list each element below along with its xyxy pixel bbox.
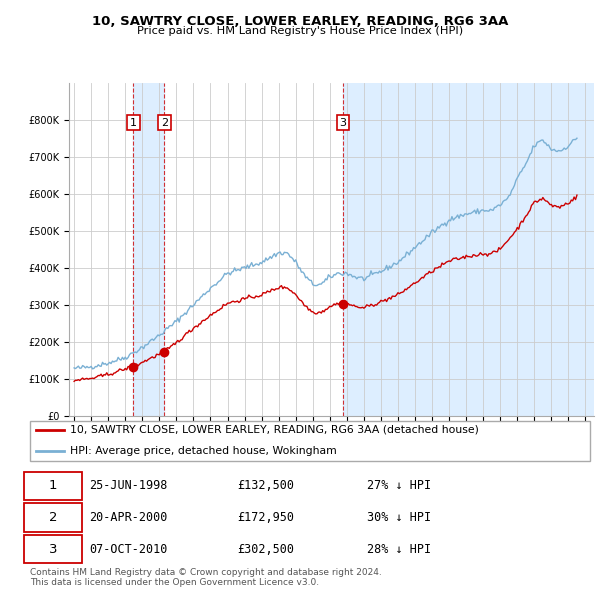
Text: 2: 2: [49, 511, 58, 524]
Text: 07-OCT-2010: 07-OCT-2010: [89, 543, 168, 556]
Text: 10, SAWTRY CLOSE, LOWER EARLEY, READING, RG6 3AA: 10, SAWTRY CLOSE, LOWER EARLEY, READING,…: [92, 15, 508, 28]
FancyBboxPatch shape: [24, 503, 82, 532]
Text: £302,500: £302,500: [237, 543, 294, 556]
Text: Price paid vs. HM Land Registry's House Price Index (HPI): Price paid vs. HM Land Registry's House …: [137, 26, 463, 36]
FancyBboxPatch shape: [24, 471, 82, 500]
Text: 1: 1: [130, 117, 137, 127]
Text: 3: 3: [49, 543, 58, 556]
Text: Contains HM Land Registry data © Crown copyright and database right 2024.
This d: Contains HM Land Registry data © Crown c…: [30, 568, 382, 587]
Text: £172,950: £172,950: [237, 511, 294, 524]
Text: 30% ↓ HPI: 30% ↓ HPI: [367, 511, 431, 524]
Text: HPI: Average price, detached house, Wokingham: HPI: Average price, detached house, Woki…: [70, 446, 336, 455]
Bar: [343, 83, 594, 416]
FancyBboxPatch shape: [24, 535, 82, 563]
Text: £132,500: £132,500: [237, 479, 294, 492]
Text: 25-JUN-1998: 25-JUN-1998: [89, 479, 168, 492]
Text: 20-APR-2000: 20-APR-2000: [89, 511, 168, 524]
Text: 2: 2: [161, 117, 168, 127]
Text: 28% ↓ HPI: 28% ↓ HPI: [367, 543, 431, 556]
Text: 3: 3: [340, 117, 346, 127]
Bar: [133, 83, 164, 416]
FancyBboxPatch shape: [30, 421, 590, 461]
Text: 27% ↓ HPI: 27% ↓ HPI: [367, 479, 431, 492]
Text: 1: 1: [49, 479, 58, 492]
Text: 10, SAWTRY CLOSE, LOWER EARLEY, READING, RG6 3AA (detached house): 10, SAWTRY CLOSE, LOWER EARLEY, READING,…: [70, 425, 478, 435]
